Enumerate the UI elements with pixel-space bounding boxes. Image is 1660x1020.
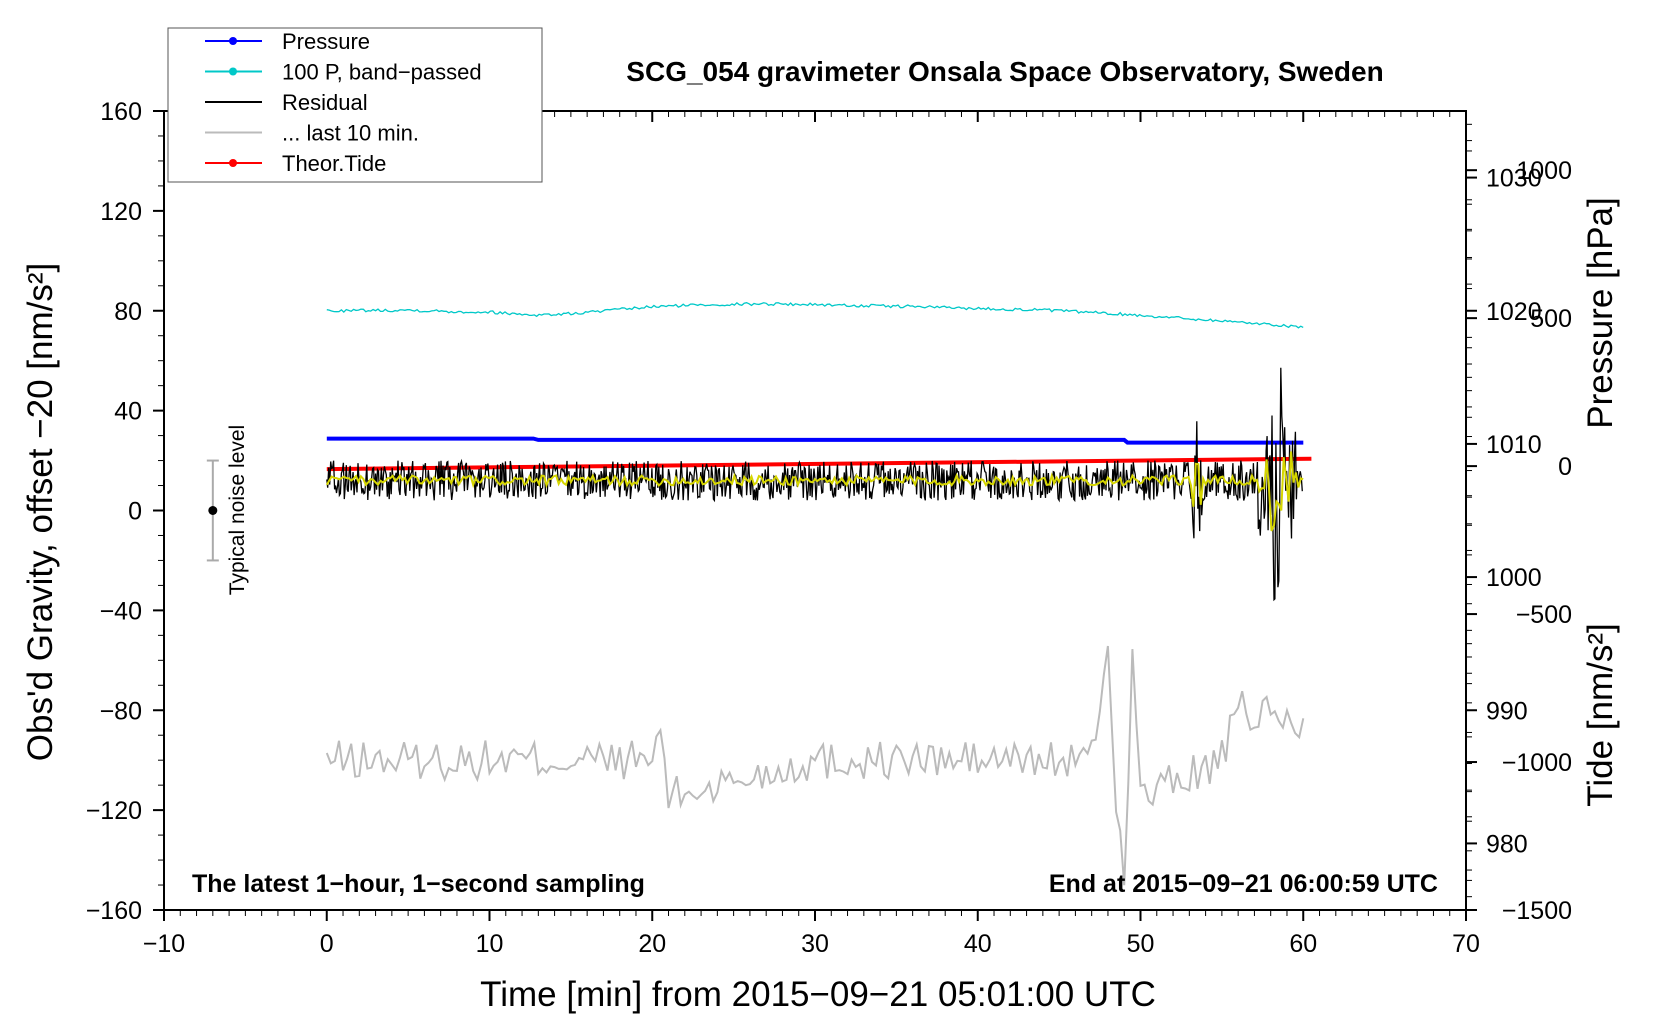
x-tick-label: 50 [1127, 930, 1155, 958]
noise-level-label: Typical noise level [226, 425, 249, 595]
legend-label: ... last 10 min. [282, 121, 419, 146]
legend-swatch-dot [229, 67, 237, 76]
noise-bar-center-dot [208, 506, 218, 515]
tide-tick-label: 1000 [1516, 157, 1572, 185]
legend-box [167, 27, 543, 183]
series-layer [325, 301, 1312, 886]
x-axis: −10 0 10 20 30 40 50 60 70 [143, 111, 1480, 958]
pressure-tick-label: 990 [1486, 697, 1528, 725]
y-tick-label: −160 [86, 897, 142, 925]
x-tick-label: 0 [320, 930, 334, 958]
noise-bar [206, 459, 219, 562]
legend-label: Pressure [282, 29, 370, 54]
pressure-tick-label: 1000 [1486, 564, 1542, 592]
x-tick-label: 60 [1289, 930, 1317, 958]
tide-axis-title: Tide [nm/s²] [1581, 623, 1620, 806]
y-tick-label: −40 [100, 597, 142, 625]
pressure-tick-label: 980 [1486, 830, 1528, 858]
y-tick-label: 160 [100, 98, 142, 126]
legend-swatch-dot [229, 37, 237, 45]
pressure-tick-label: 1030 [1486, 165, 1542, 193]
annotation-bottom-right: End at 2015−09−21 06:00:59 UTC [1049, 870, 1438, 898]
y-tick-label: −120 [86, 797, 142, 825]
tide-tick-label: −500 [1516, 601, 1572, 629]
x-tick-label: −10 [143, 930, 185, 958]
x-axis-title: Time [min] from 2015−09−21 05:01:00 UTC [480, 975, 1156, 1014]
left-y-axis-title: Obs'd Gravity, offset −20 [nm/s²] [21, 263, 60, 762]
x-tick-label: 20 [638, 930, 666, 958]
legend-swatch-dot [229, 159, 237, 167]
chart-title: SCG_054 gravimeter Onsala Space Observat… [626, 56, 1383, 87]
x-tick-label: 70 [1452, 930, 1480, 958]
y-tick-label: 80 [114, 298, 142, 326]
legend-label: 100 P, band−passed [282, 60, 482, 85]
left-y-axis: −160 −120 −80 −40 0 40 80 120 160 [86, 98, 164, 925]
y-tick-label: 40 [114, 398, 142, 426]
series-line-pressure [326, 436, 1304, 445]
pressure-axis-title: Pressure [hPa] [1581, 197, 1620, 429]
tide-tick-label: −1500 [1502, 897, 1572, 925]
x-tick-label: 30 [801, 930, 829, 958]
series-line-last-10-min [325, 645, 1305, 886]
y-tick-label: 0 [128, 498, 142, 526]
x-tick-label: 10 [476, 930, 504, 958]
annotation-bottom-left: The latest 1−hour, 1−second sampling [192, 870, 645, 898]
series-line-band-passed [326, 301, 1304, 329]
tide-axis: −1500 −1000 −500 0 500 1000 [1466, 140, 1572, 925]
tide-tick-label: −1000 [1502, 749, 1572, 777]
y-tick-label: −80 [100, 697, 142, 725]
legend: Pressure 100 P, band−passed Residual ... la… [167, 27, 543, 183]
y-tick-label: 120 [100, 198, 142, 226]
pressure-tick-label: 1020 [1486, 298, 1542, 326]
series-line-theor-tide [326, 456, 1312, 472]
series-line-residual-smoothed [325, 451, 1304, 532]
pressure-tick-label: 1010 [1486, 431, 1542, 459]
legend-label: Theor.Tide [282, 151, 386, 176]
x-tick-label: 40 [964, 930, 992, 958]
pressure-axis: 980 990 1000 1010 1020 1030 [1466, 123, 1542, 898]
tide-tick-label: 0 [1558, 453, 1572, 481]
tide-tick-label: 500 [1530, 305, 1572, 333]
legend-label: Residual [282, 90, 368, 115]
